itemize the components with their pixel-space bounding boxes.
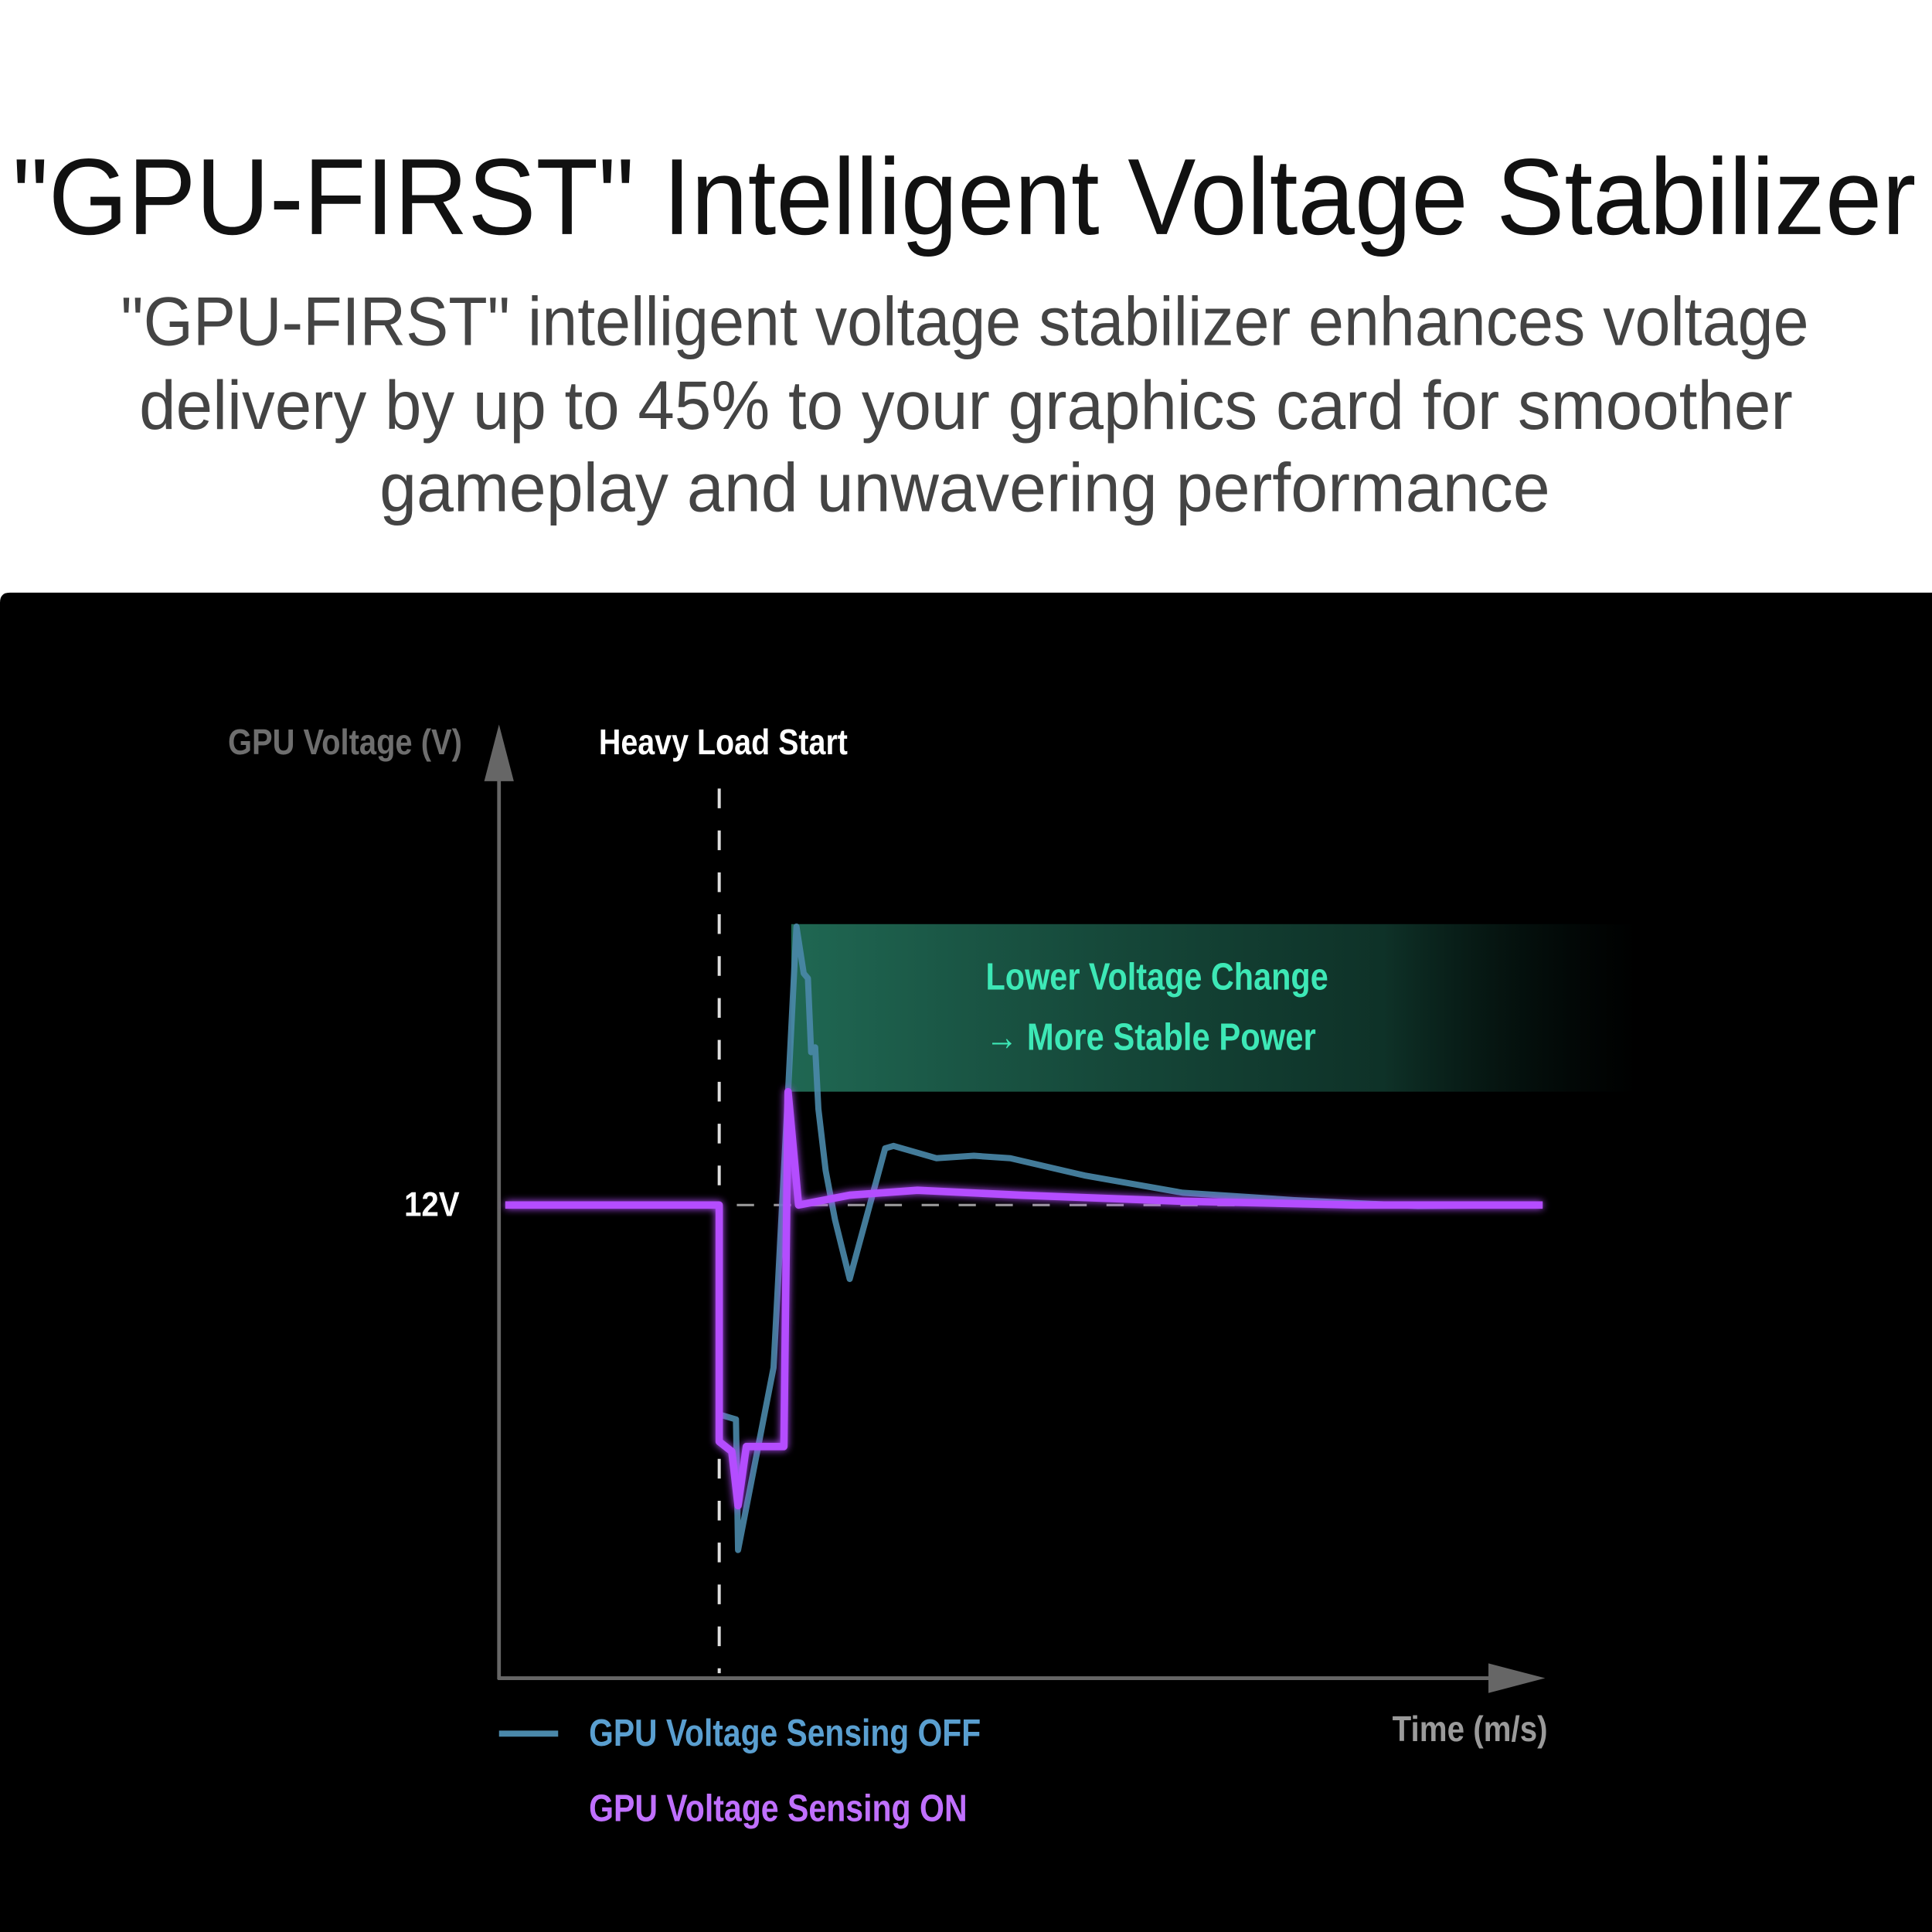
series-line-sensing-on	[505, 1087, 1543, 1510]
x-axis-arrow-icon	[1488, 1663, 1546, 1693]
subtitle-line-2: delivery by up to 45% to your graphics c…	[139, 366, 1793, 444]
legend-label-off: GPU Voltage Sensing OFF	[589, 1712, 981, 1754]
band-label-line-2: → More Stable Power	[986, 1015, 1316, 1058]
stability-band	[791, 923, 1639, 1092]
band-label-line-1: Lower Voltage Change	[986, 955, 1328, 998]
y-tick-12v: 12V	[404, 1186, 460, 1224]
y-axis-label: GPU Voltage (V)	[228, 722, 462, 762]
legend: GPU Voltage Sensing OFF GPU Voltage Sens…	[498, 1712, 981, 1830]
subtitle-line-1: "GPU-FIRST" intelligent voltage stabiliz…	[121, 282, 1808, 359]
x-axis-label: Time (m/s)	[1393, 1709, 1548, 1749]
subtitle-line-3: gameplay and unwavering performance	[379, 449, 1550, 526]
page-title: "GPU-FIRST" Intelligent Voltage Stabiliz…	[12, 136, 1916, 257]
event-label: Heavy Load Start	[599, 722, 848, 762]
y-axis-arrow-icon	[484, 724, 514, 781]
legend-label-on: GPU Voltage Sensing ON	[589, 1787, 967, 1830]
series-line-sensing-off	[505, 923, 1543, 1553]
chart: Lower Voltage Change → More Stable Power…	[228, 722, 1639, 1830]
